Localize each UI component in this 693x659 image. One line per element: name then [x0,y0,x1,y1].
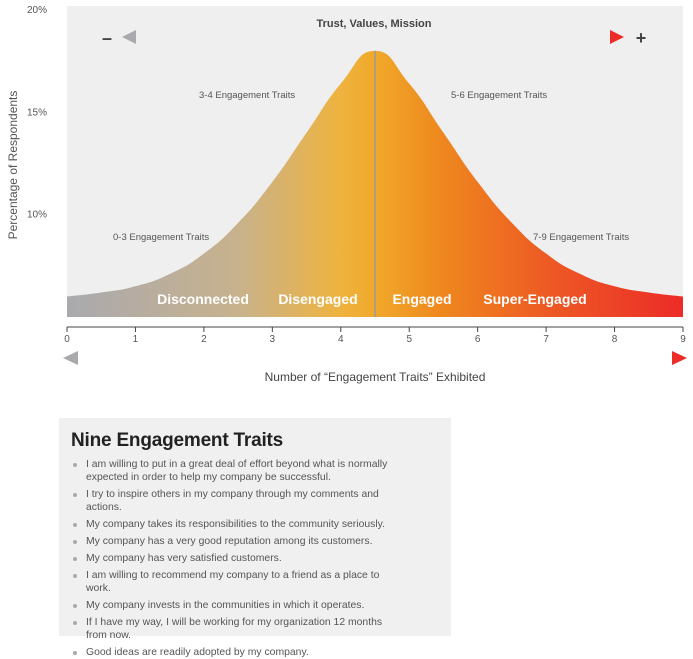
x-axis-label: Number of “Engagement Traits” Exhibited [265,370,486,384]
annotation-0-3: 0-3 Engagement Traits [113,232,209,243]
trait-item: My company invests in the communities in… [71,599,439,612]
annotation-5-6: 5-6 Engagement Traits [451,90,547,101]
trait-item: Good ideas are readily adopted by my com… [71,646,439,659]
traits-panel: Nine Engagement Traits I am willing to p… [59,418,451,658]
x-tick-label: 2 [201,334,207,345]
minus-sign: – [102,28,112,48]
trait-text: My company has very satisfied customers. [86,553,282,564]
x-tick-label: 8 [612,334,618,345]
annotation-7-9: 7-9 Engagement Traits [533,232,629,243]
y-tick-label: 20% [27,5,47,16]
x-tick-label: 9 [680,334,686,345]
traits-list: I am willing to put in a great deal of e… [71,458,439,659]
trait-text: My company has a very good reputation am… [86,536,373,547]
y-axis-label: Percentage of Respondents [6,91,20,240]
trait-text: Good ideas are readily adopted by my com… [86,647,309,658]
annotation-3-4: 3-4 Engagement Traits [199,90,295,101]
trait-item: If I have my way, I will be working for … [71,616,439,642]
engagement-distribution-chart: Trust, Values, Mission – + 0-3 Engagemen… [6,5,687,384]
trait-text: I am willing to recommend my company to … [86,570,380,594]
y-tick-label: 10% [27,210,47,221]
trait-text: I am willing to put in a great deal of e… [86,459,388,483]
x-tick-label: 6 [475,334,481,345]
bottom-arrow [63,351,687,365]
trait-text: I try to inspire others in my company th… [86,489,379,513]
trait-item: My company takes its responsibilities to… [71,518,439,531]
trait-item: I am willing to put in a great deal of e… [71,458,439,484]
top-arrow: Trust, Values, Mission – + [102,18,646,48]
top-arrow-label: Trust, Values, Mission [317,18,432,30]
trait-text: My company takes its responsibilities to… [86,519,385,530]
trait-text: My company invests in the communities in… [86,600,365,611]
y-axis-ticks: 20% 15% 10% [27,5,47,221]
trait-item: My company has a very good reputation am… [71,535,439,548]
trait-item: I try to inspire others in my company th… [71,488,439,514]
segment-super-engaged: Super-Engaged [483,291,586,307]
x-tick-label: 4 [338,334,344,345]
trait-item: I am willing to recommend my company to … [71,569,439,595]
traits-title: Nine Engagement Traits [71,430,284,451]
plus-sign: + [636,28,647,48]
trait-text: If I have my way, I will be working for … [86,617,383,641]
y-tick-label: 15% [27,107,47,118]
x-tick-label: 7 [543,334,549,345]
x-tick-label: 0 [64,334,70,345]
x-axis-ticks: 0 1 2 3 4 5 6 7 8 9 [64,327,686,345]
x-tick-label: 5 [406,334,412,345]
segment-disengaged: Disengaged [278,291,357,307]
segment-disconnected: Disconnected [157,291,249,307]
trait-item: My company has very satisfied customers. [71,552,439,565]
x-tick-label: 3 [270,334,276,345]
segment-engaged: Engaged [392,291,451,307]
x-tick-label: 1 [133,334,139,345]
